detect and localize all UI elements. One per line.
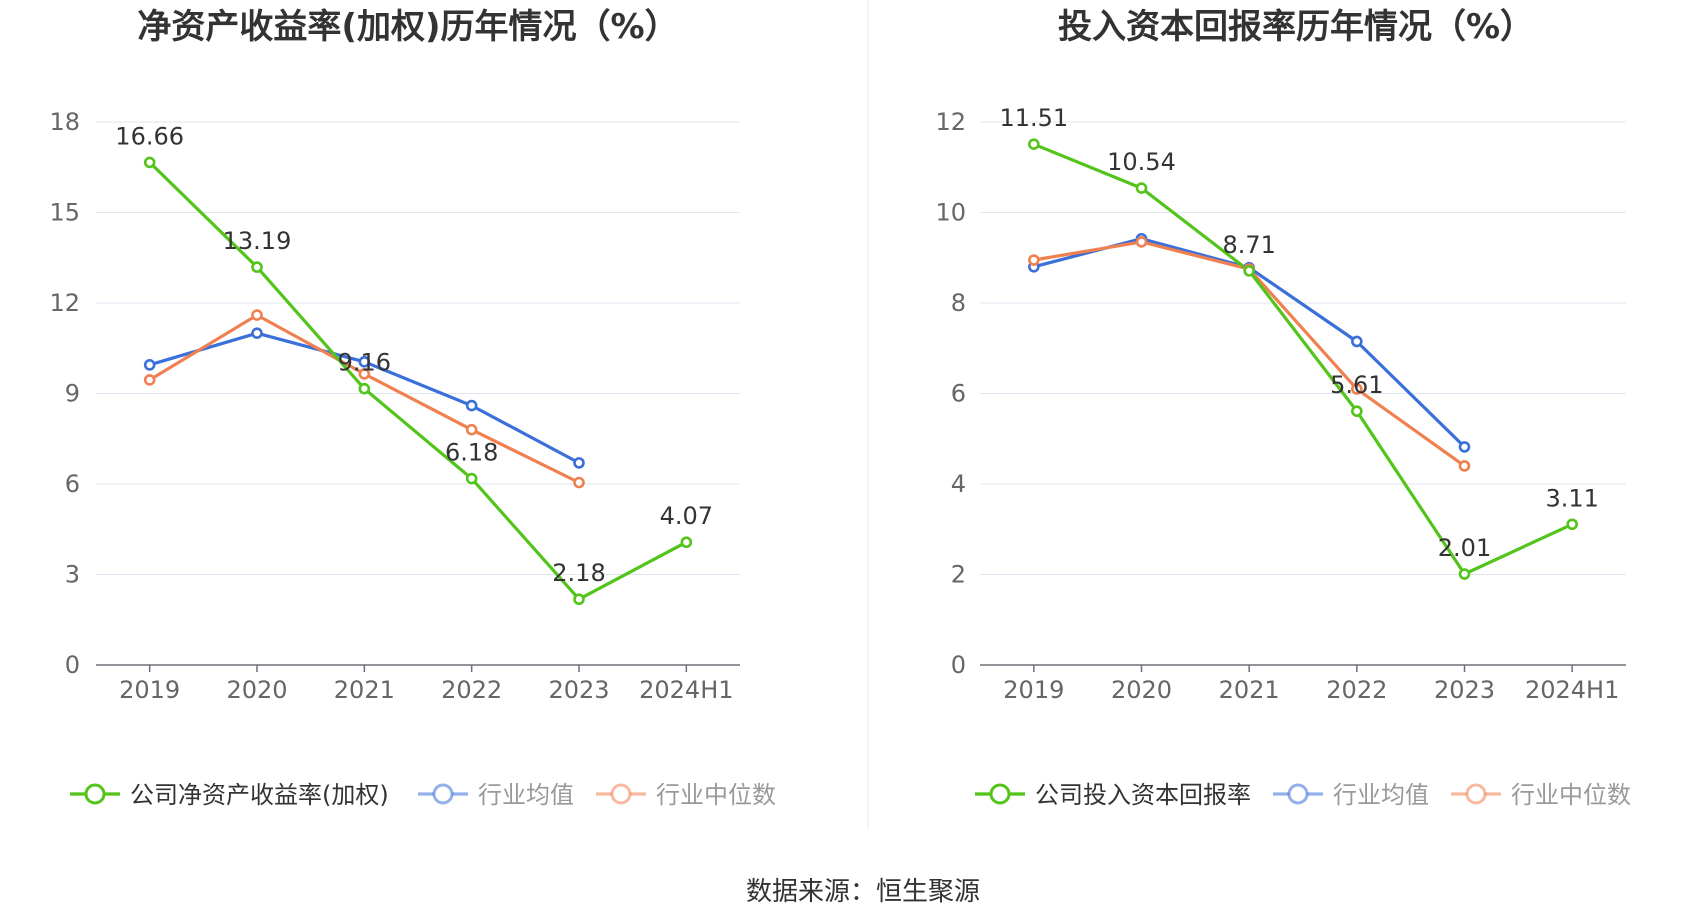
- data-point: [1028, 138, 1040, 150]
- data-label: 13.19: [223, 227, 292, 255]
- series-line-company: [1033, 142, 1573, 576]
- roic-chart-panel: 投入资本回报率历年情况（%） 0 2 4 6 8 10 12 2019 2020 2021 2022 2…: [935, 7, 1631, 809]
- data-label: 10.54: [1107, 148, 1176, 176]
- y-tick-label: 3: [65, 561, 80, 589]
- data-source-footer: 数据来源：恒生聚源: [746, 877, 980, 907]
- chart-title: 投入资本回报率历年情况（%）: [1058, 7, 1534, 47]
- x-tick-label: 2023: [548, 676, 609, 704]
- data-point: [358, 382, 371, 395]
- data-point: [573, 476, 585, 489]
- data-point: [1566, 518, 1578, 531]
- x-tick-label: 2022: [1326, 676, 1387, 704]
- series-line-company: [148, 161, 688, 601]
- series-line-industry-median: [148, 313, 580, 484]
- y-tick-label: 12: [49, 289, 80, 317]
- data-label: 2.18: [552, 559, 605, 587]
- legend-marker-icon: [84, 783, 106, 805]
- data-point: [573, 593, 585, 606]
- y-tick-label: 6: [65, 470, 80, 498]
- data-label: 8.71: [1222, 231, 1275, 259]
- x-tick-label: 2024H1: [1525, 676, 1619, 704]
- data-point: [1135, 236, 1148, 248]
- legend-label: 行业中位数: [656, 781, 776, 809]
- data-point: [1135, 182, 1148, 194]
- data-point: [1458, 568, 1471, 580]
- y-tick-label: 4: [951, 470, 966, 498]
- legend-item-industry-mean: 行业均值: [418, 781, 574, 809]
- legend-item-industry-median: 行业中位数: [596, 781, 776, 809]
- data-point: [143, 156, 156, 169]
- legend-marker-icon: [1287, 783, 1309, 805]
- legend-marker-icon: [989, 783, 1011, 805]
- y-tick-label: 9: [65, 380, 80, 408]
- data-point: [143, 374, 156, 386]
- data-point: [465, 423, 478, 436]
- data-point: [680, 536, 693, 549]
- y-tick-label: 0: [951, 651, 966, 679]
- y-tick-label: 18: [49, 108, 80, 136]
- legend-item-company: 公司净资产收益率(加权): [70, 781, 389, 809]
- y-tick-label: 15: [49, 199, 80, 227]
- legend-item-industry-mean: 行业均值: [1273, 781, 1429, 809]
- data-point: [358, 368, 371, 380]
- x-tick-label: 2021: [334, 676, 395, 704]
- data-point: [251, 261, 263, 273]
- legend-label: 行业中位数: [1511, 781, 1631, 809]
- data-point: [1028, 254, 1040, 266]
- x-tick-label: 2020: [226, 676, 287, 704]
- legend-marker-icon: [432, 783, 454, 805]
- y-tick-label: 0: [65, 651, 80, 679]
- data-point: [465, 472, 478, 485]
- x-tick-label: 2024H1: [639, 676, 733, 704]
- data-label: 3.11: [1545, 484, 1598, 512]
- y-tick-label: 12: [935, 108, 966, 136]
- data-point: [1351, 335, 1363, 348]
- data-point: [1351, 405, 1363, 417]
- legend-label: 行业均值: [1333, 781, 1429, 809]
- data-point: [1458, 441, 1471, 453]
- data-label: 6.18: [445, 439, 498, 467]
- legend-item-company: 公司投入资本回报率: [975, 781, 1251, 809]
- data-point: [251, 309, 263, 321]
- data-point: [573, 457, 585, 469]
- roe-chart-panel: 净资产收益率(加权)历年情况（%） 0 3 6 9 12 15 18 2019 2020 2021 2…: [49, 7, 776, 809]
- data-label: 16.66: [115, 122, 184, 150]
- data-label: 4.07: [660, 502, 713, 530]
- x-tick-label: 2022: [441, 676, 502, 704]
- data-label: 11.51: [999, 104, 1068, 132]
- y-tick-label: 2: [951, 561, 966, 589]
- legend-item-industry-median: 行业中位数: [1451, 781, 1631, 809]
- data-point: [143, 359, 156, 371]
- data-label: 2.01: [1438, 534, 1491, 562]
- data-point: [1458, 460, 1471, 472]
- legend-label: 公司净资产收益率(加权): [130, 781, 389, 809]
- legend-marker-icon: [610, 783, 632, 805]
- y-tick-label: 6: [951, 380, 966, 408]
- x-tick-label: 2019: [1003, 676, 1064, 704]
- legend-label: 公司投入资本回报率: [1035, 781, 1251, 809]
- data-point: [465, 399, 478, 412]
- data-point: [251, 327, 263, 339]
- legend-label: 行业均值: [478, 781, 574, 809]
- data-point: [1243, 265, 1255, 277]
- y-tick-label: 10: [935, 199, 966, 227]
- data-label: 5.61: [1330, 371, 1383, 399]
- data-label: 9.16: [338, 349, 391, 377]
- chart-title: 净资产收益率(加权)历年情况（%）: [137, 7, 678, 47]
- x-tick-label: 2020: [1111, 676, 1172, 704]
- data-point: [358, 356, 371, 368]
- legend-marker-icon: [1465, 783, 1487, 805]
- data-point: [1351, 383, 1363, 395]
- x-tick-label: 2023: [1434, 676, 1495, 704]
- y-tick-label: 8: [951, 289, 966, 317]
- x-tick-label: 2019: [119, 676, 180, 704]
- x-tick-label: 2021: [1219, 676, 1280, 704]
